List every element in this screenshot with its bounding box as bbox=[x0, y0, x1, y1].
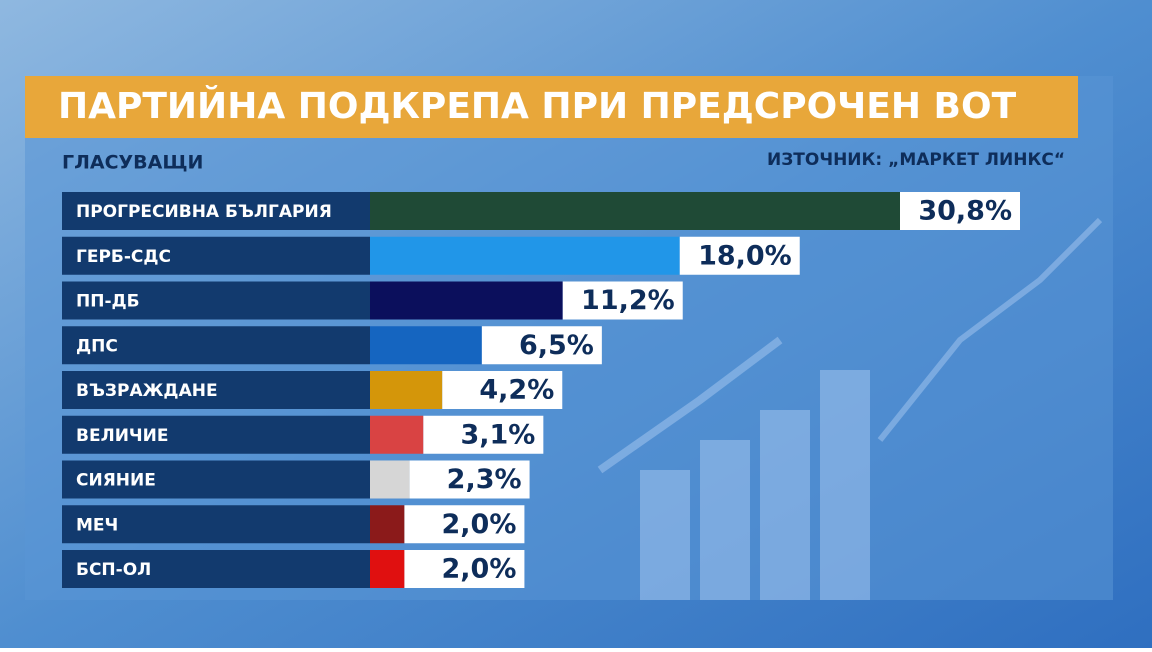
value-label: 4,2% bbox=[479, 375, 554, 406]
value-box bbox=[442, 371, 563, 409]
category-box bbox=[62, 460, 370, 499]
title-bar bbox=[25, 76, 1078, 138]
value-box bbox=[679, 236, 800, 275]
category-label: ВЕЛИЧИЕ bbox=[76, 426, 169, 446]
bar bbox=[370, 460, 410, 499]
category-box bbox=[62, 326, 370, 365]
chart-title: ПАРТИЙНА ПОДКРЕПА ПРИ ПРЕДСРОЧЕН ВОТ bbox=[58, 85, 1017, 127]
bar bbox=[370, 236, 680, 275]
value-box bbox=[404, 550, 525, 588]
bar bbox=[370, 326, 482, 365]
value-label: 30,8% bbox=[918, 196, 1012, 227]
category-box bbox=[62, 505, 370, 544]
value-label: 18,0% bbox=[698, 240, 792, 271]
bar bbox=[370, 550, 405, 588]
value-label: 11,2% bbox=[581, 285, 675, 316]
bar bbox=[370, 415, 424, 454]
category-box bbox=[62, 371, 370, 409]
bar bbox=[370, 281, 563, 320]
value-box bbox=[562, 281, 683, 320]
value-box bbox=[900, 192, 1020, 230]
value-box bbox=[409, 460, 530, 499]
category-label: ДПС bbox=[76, 336, 118, 356]
value-label: 2,0% bbox=[442, 554, 517, 585]
value-box bbox=[423, 415, 544, 454]
value-box bbox=[481, 326, 602, 365]
value-box bbox=[404, 505, 525, 544]
category-label: ВЪЗРАЖДАНЕ bbox=[76, 381, 218, 401]
category-label: БСП-ОЛ bbox=[76, 560, 151, 580]
category-box bbox=[62, 281, 370, 320]
category-label: МЕЧ bbox=[76, 515, 118, 535]
bar bbox=[370, 505, 405, 544]
category-box bbox=[62, 415, 370, 454]
category-label: ПП-ДБ bbox=[76, 292, 140, 312]
value-label: 3,1% bbox=[460, 419, 535, 450]
category-label: СИЯНИЕ bbox=[76, 471, 156, 491]
value-label: 6,5% bbox=[519, 330, 594, 361]
bar bbox=[370, 192, 900, 230]
category-box bbox=[62, 550, 370, 588]
value-label: 2,0% bbox=[442, 509, 517, 540]
category-label: ПРОГРЕСИВНА БЪЛГАРИЯ bbox=[76, 202, 332, 222]
category-label: ГЕРБ-СДС bbox=[76, 247, 171, 267]
bar bbox=[370, 371, 443, 409]
category-box bbox=[62, 192, 370, 230]
decor bbox=[597, 217, 1103, 600]
subtitle: ГЛАСУВАЩИ bbox=[62, 152, 203, 174]
source: ИЗТОЧНИК: „МАРКЕТ ЛИНКС“ bbox=[767, 150, 1065, 170]
value-label: 2,3% bbox=[447, 464, 522, 495]
category-box bbox=[62, 236, 370, 275]
